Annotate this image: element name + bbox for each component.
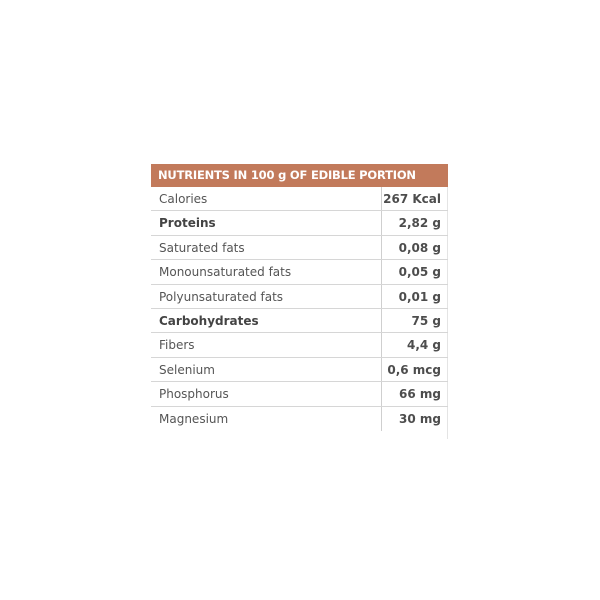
table-row: Saturated fats 0,08 g <box>151 235 448 261</box>
nutrient-label: Monounsaturated fats <box>151 260 382 284</box>
table-row: Magnesium 30 mg <box>151 406 448 431</box>
nutrient-value: 75 g <box>411 313 441 328</box>
nutrient-value: 30 mg <box>399 411 441 426</box>
table-row: Monounsaturated fats 0,05 g <box>151 260 448 285</box>
table-row: Polyunsaturated fats 0,01 g <box>151 284 448 309</box>
table-row: Calories 267 Kcal <box>151 187 448 212</box>
nutrient-label: Phosphorus <box>151 382 382 406</box>
nutrient-label: Magnesium <box>151 406 382 431</box>
nutrient-label: Carbohydrates <box>151 308 382 333</box>
nutrient-value: 0,08 g <box>398 240 441 255</box>
nutrient-label: Calories <box>151 187 382 211</box>
nutrient-value: 4,4 g <box>406 338 441 353</box>
table-right-border <box>447 164 448 439</box>
nutrient-label: Selenium <box>151 357 382 382</box>
nutrient-label: Saturated fats <box>151 235 382 260</box>
nutrient-label: Polyunsaturated fats <box>151 284 382 308</box>
nutrient-value: 0,6 mcg <box>387 362 441 377</box>
nutrient-label: Fibers <box>151 333 382 357</box>
nutrient-value: 267 Kcal <box>383 192 441 206</box>
table-row: Phosphorus 66 mg <box>151 382 448 407</box>
nutrition-table: NUTRIENTS IN 100 g OF EDIBLE PORTION Cal… <box>151 164 448 431</box>
nutrient-label: Proteins <box>151 211 382 235</box>
table-row: Fibers 4,4 g <box>151 333 448 358</box>
table-header: NUTRIENTS IN 100 g OF EDIBLE PORTION <box>151 164 448 187</box>
nutrient-value: 0,01 g <box>398 289 441 304</box>
table-body: Calories 267 Kcal Proteins 2,82 g Saturated … <box>151 187 448 431</box>
nutrient-value: 2,82 g <box>398 216 441 231</box>
nutrient-value: 0,05 g <box>398 265 441 280</box>
table-row: Proteins 2,82 g <box>151 211 448 236</box>
table-row: Carbohydrates 75 g <box>151 308 448 334</box>
nutrient-value: 66 mg <box>399 387 441 402</box>
table-row: Selenium 0,6 mcg <box>151 357 448 383</box>
